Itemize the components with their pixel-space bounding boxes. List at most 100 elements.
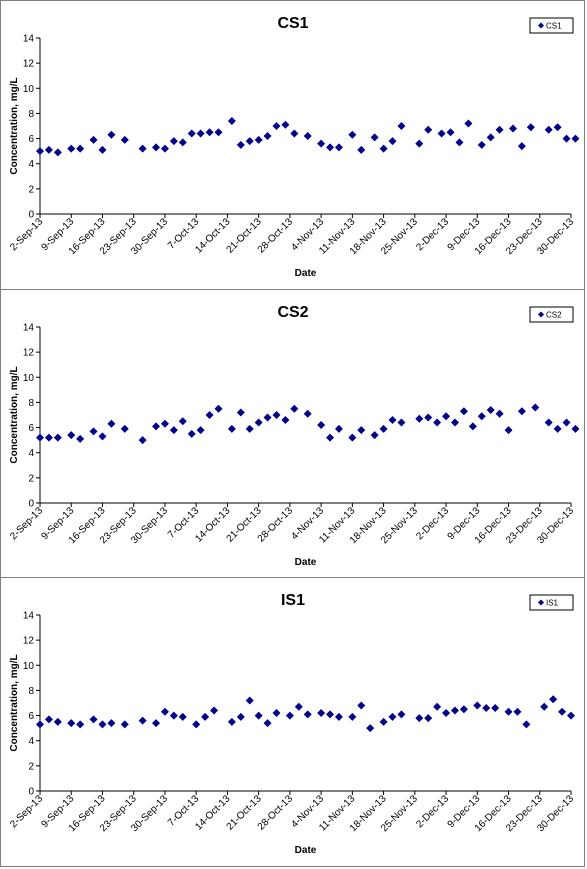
data-point [138, 144, 147, 153]
y-tick-label: 6 [28, 711, 34, 722]
data-point [317, 139, 326, 148]
data-point [285, 711, 294, 720]
data-point [370, 133, 379, 142]
data-point [562, 134, 571, 143]
data-point [210, 706, 219, 715]
y-tick-label: 0 [28, 787, 34, 798]
data-point [562, 418, 571, 427]
y-axis-label: Concentration, mg/L [9, 654, 20, 751]
data-point [513, 707, 522, 716]
data-point [379, 717, 388, 726]
data-point [357, 145, 366, 154]
data-point [196, 129, 205, 138]
data-point [76, 144, 85, 153]
data-point [152, 719, 161, 728]
data-point [272, 709, 281, 718]
data-point [44, 145, 53, 154]
data-point [36, 147, 44, 156]
data-point [446, 128, 455, 137]
y-tick-label: 14 [23, 611, 35, 622]
data-point [424, 125, 433, 134]
y-tick-label: 10 [23, 373, 35, 384]
legend-marker [538, 311, 544, 318]
data-point [107, 719, 116, 728]
data-point [477, 140, 486, 149]
data-point [178, 138, 187, 147]
data-point [245, 696, 254, 705]
legend-marker [538, 22, 544, 29]
data-point [433, 418, 442, 427]
y-tick-label: 10 [23, 661, 35, 672]
data-point [245, 424, 254, 433]
y-tick-label: 2 [28, 761, 34, 772]
data-point [107, 130, 116, 139]
data-point [67, 431, 76, 440]
x-axis-label: Date [295, 268, 317, 279]
x-tick-label: 28-Oct-13 [256, 505, 296, 545]
data-point [169, 711, 178, 720]
data-point [482, 704, 491, 713]
data-point [236, 712, 245, 721]
data-point [160, 707, 169, 716]
data-point [187, 129, 196, 138]
data-point [388, 712, 397, 721]
data-point [571, 134, 580, 143]
data-point [334, 143, 343, 152]
chart-title: CS2 [277, 304, 308, 321]
data-point [379, 424, 388, 433]
data-point [205, 411, 214, 419]
y-axis-label: Concentration, mg/L [9, 366, 20, 463]
data-point [348, 712, 357, 721]
legend-label: CS1 [546, 22, 562, 31]
data-point [571, 424, 580, 433]
y-tick-label: 4 [28, 448, 34, 459]
data-point [254, 135, 263, 144]
data-point [138, 436, 147, 445]
data-point [67, 719, 76, 728]
legend-label: IS1 [546, 599, 559, 608]
data-point [178, 417, 187, 426]
y-tick-label: 12 [23, 636, 35, 647]
legend-label: CS2 [546, 311, 562, 320]
data-point [89, 427, 98, 436]
data-point [459, 407, 468, 416]
data-point [357, 426, 366, 435]
data-point [76, 434, 85, 443]
data-point [442, 412, 451, 421]
data-point [178, 712, 187, 721]
data-point [227, 717, 236, 726]
data-point [370, 431, 379, 440]
x-tick-label: 2-Dec-13 [414, 505, 451, 542]
data-point [424, 714, 433, 723]
data-point [169, 137, 178, 146]
data-point [227, 116, 236, 125]
data-point [415, 414, 424, 423]
data-point [522, 720, 531, 729]
data-point [517, 142, 526, 151]
data-point [98, 145, 107, 154]
chart-svg: CS2024681012142-Sep-139-Sep-1316-Sep-132… [8, 304, 580, 568]
y-tick-label: 8 [28, 686, 34, 697]
data-point [495, 125, 504, 134]
data-point [317, 421, 326, 430]
data-point [160, 419, 169, 428]
data-point [553, 424, 562, 433]
data-point [236, 408, 245, 417]
data-point [53, 717, 62, 726]
x-axis-label: Date [295, 557, 317, 568]
y-tick-label: 14 [23, 34, 35, 45]
data-point [44, 433, 53, 442]
chart-panel-is1: IS1 0 2 4 6 8 10 12 14 2-Sep-13 9-Sep-13 16-Sep-13 2… [0, 577, 585, 867]
data-point [196, 426, 205, 435]
data-point [464, 119, 473, 128]
x-tick-label: 28-Oct-13 [256, 793, 296, 833]
data-point [424, 413, 433, 422]
data-point [491, 704, 500, 713]
data-point [281, 120, 290, 129]
data-point [379, 144, 388, 153]
y-tick-label: 2 [28, 184, 34, 195]
y-tick-label: 12 [23, 59, 35, 70]
data-point [397, 710, 406, 719]
data-point [326, 143, 335, 152]
data-point [227, 424, 236, 433]
